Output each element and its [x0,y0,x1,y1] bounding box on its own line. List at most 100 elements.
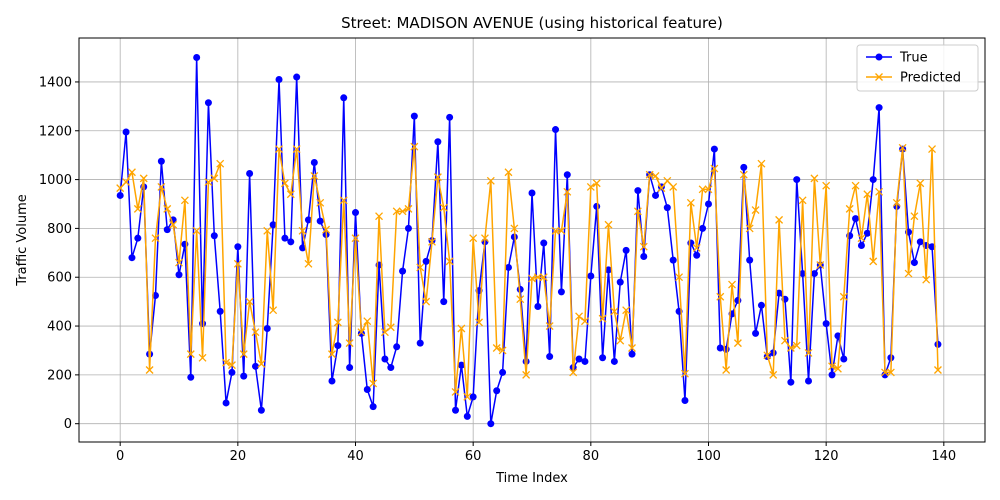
data-point-predicted [492,344,501,352]
data-point-true [410,112,418,120]
data-point-true [269,221,277,229]
data-point-true [528,189,536,197]
data-point-true [275,75,283,83]
data-point-predicted [410,142,419,151]
data-point-true [287,238,295,246]
data-point-true [563,171,571,179]
y-axis-ticks: 0 200 400 600 800 1000 1200 1400 [39,75,79,432]
data-point-true [404,224,412,232]
data-point-predicted [228,361,236,370]
data-point-predicted [516,295,525,304]
data-point-true [493,387,501,395]
data-point-predicted [263,226,272,235]
data-point-predicted [163,204,172,213]
data-point-predicted [604,220,613,229]
data-point-true [834,332,842,340]
data-point-predicted [286,190,295,199]
data-point-true [863,229,871,237]
data-point-predicted [398,207,407,216]
data-point-predicted [451,387,460,396]
data-point-predicted [292,145,301,154]
y-tick-label: 400 [47,320,72,335]
data-point-predicted [392,207,401,216]
legend: True Predicted [856,44,979,92]
data-point-predicted [251,328,260,337]
y-tick-label: 1000 [39,173,72,188]
data-point-true [810,270,818,278]
x-tick-label: 80 [583,449,600,464]
data-point-predicted [686,198,695,207]
data-point-true [446,113,454,121]
data-point-true [634,187,642,195]
data-point-predicted [745,224,754,233]
data-point-true [616,278,624,286]
data-point-predicted [869,257,878,266]
data-point-predicted [692,243,701,252]
data-point-predicted [239,350,248,359]
y-tick-label: 0 [64,417,72,432]
data-point-true [552,126,560,134]
data-point-predicted [486,176,495,185]
data-point-true [546,353,554,361]
data-point-predicted [751,206,760,215]
data-point-true [293,73,301,81]
data-point-predicted [428,237,436,246]
data-point-predicted [404,204,413,213]
data-point-predicted [881,368,889,377]
data-point-predicted [369,379,378,388]
data-point-true [805,377,813,385]
data-point-true [499,368,507,376]
data-point-true [381,355,389,363]
x-tick-label: 140 [931,449,956,464]
data-point-predicted [639,242,648,251]
data-point-true [399,267,407,275]
data-point-true [263,324,271,332]
data-point-true [346,364,354,372]
data-point-predicted [563,187,572,196]
data-point-predicted [610,307,619,316]
data-point-predicted [210,174,219,183]
data-point-true [840,355,848,363]
data-point-true [787,378,795,386]
plot-series [116,54,942,428]
data-point-predicted [380,328,389,337]
data-point-true [222,399,230,407]
data-point-predicted [504,168,513,177]
data-point-predicted [598,314,607,323]
data-point-true [387,364,395,372]
data-point-predicted [569,368,578,377]
data-point-true [299,244,307,252]
data-point-predicted [222,358,231,367]
data-point-true [540,239,548,247]
data-point-predicted [186,350,195,359]
data-point-true [310,158,318,166]
data-point-true [157,157,165,165]
data-point-true [693,251,701,259]
data-point-true [610,357,618,365]
data-point-predicted [775,215,784,224]
data-point-true [163,226,171,234]
data-point-predicted [245,297,254,306]
data-point-predicted [616,336,625,345]
data-point-true [246,169,254,177]
data-point-predicted [204,178,213,186]
data-point-predicted [139,174,148,183]
x-tick-label: 0 [116,449,124,464]
data-point-true [622,246,630,254]
data-point-predicted [498,346,507,355]
data-point-predicted [798,196,807,205]
data-point-true [257,406,265,414]
data-point-predicted [722,366,731,374]
data-point-predicted [433,173,442,182]
data-point-predicted [851,181,860,190]
data-point-predicted [781,336,789,345]
data-point-true [628,350,636,358]
data-point-predicted [928,145,937,154]
data-point-predicted [304,259,313,268]
data-point-true [122,128,130,136]
x-tick-label: 60 [465,449,482,464]
data-point-predicted [663,176,672,185]
data-point-predicted [786,344,795,352]
legend-predicted-label: Predicted [900,71,961,86]
